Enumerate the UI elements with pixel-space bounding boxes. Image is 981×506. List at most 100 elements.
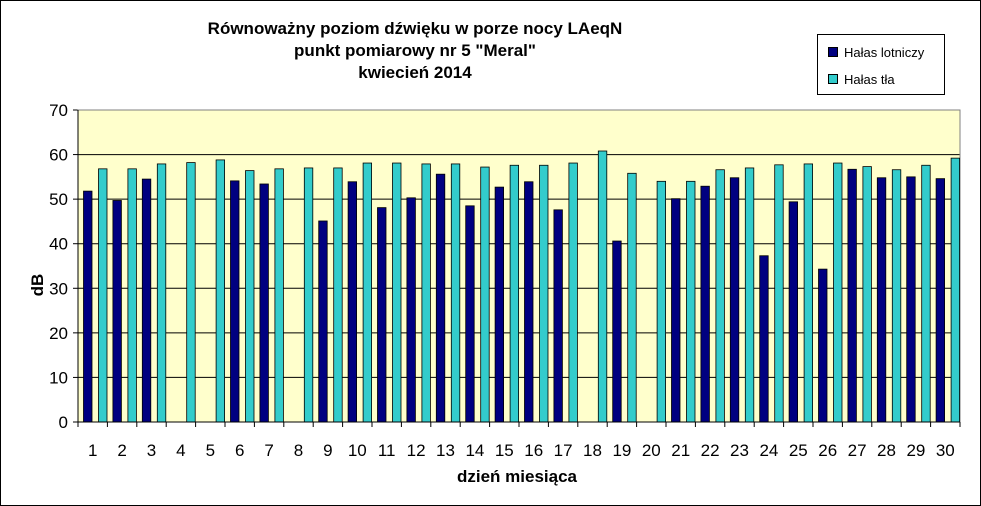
y-tick-label: 0 (59, 413, 68, 432)
x-tick-label: 29 (906, 441, 925, 460)
y-tick-label: 20 (49, 324, 68, 343)
bar-halas-lotniczy (494, 186, 505, 423)
bar-halas-tla (333, 167, 343, 423)
bar-halas-tla (862, 166, 872, 423)
bar-halas-lotniczy (83, 190, 93, 423)
x-tick-label: 17 (554, 441, 573, 460)
x-tick-label: 25 (789, 441, 808, 460)
bar-halas-tla (392, 162, 402, 423)
bar-halas-tla (627, 172, 637, 423)
x-tick-label: 8 (294, 441, 303, 460)
bar-halas-lotniczy (465, 205, 475, 423)
bar-halas-lotniczy (906, 176, 916, 423)
x-tick-label: 28 (877, 441, 896, 460)
bar-halas-tla (186, 162, 196, 423)
bar-halas-tla (686, 180, 696, 423)
bar-halas-lotniczy (318, 220, 328, 423)
x-tick-label: 18 (583, 441, 602, 460)
bar-halas-tla (509, 164, 520, 423)
bar-halas-lotniczy (230, 180, 240, 423)
bar-halas-tla (274, 168, 284, 423)
x-tick-label: 30 (936, 441, 955, 460)
chart-legend: Hałas lotniczy Hałas tła (817, 34, 945, 95)
bar-halas-lotniczy (406, 197, 416, 423)
y-tick-label: 50 (49, 190, 68, 209)
x-tick-label: 9 (323, 441, 332, 460)
bar-halas-tla (921, 164, 931, 423)
x-tick-label: 19 (612, 441, 631, 460)
y-tick-label: 70 (49, 101, 68, 120)
bar-halas-lotniczy (347, 181, 358, 423)
bar-halas-tla (450, 163, 461, 423)
x-tick-label: 3 (147, 441, 156, 460)
bar-halas-tla (245, 170, 255, 423)
bar-halas-lotniczy (729, 177, 740, 423)
chart-title: Równoważny poziom dźwięku w porze nocy L… (200, 18, 630, 84)
bar-halas-lotniczy (259, 183, 269, 423)
bar-halas-lotniczy (435, 173, 446, 423)
x-tick-label: 11 (378, 441, 396, 460)
bar-halas-lotniczy (112, 200, 122, 423)
bar-halas-tla (421, 163, 431, 423)
plot-area (78, 110, 960, 422)
legend-label-series-2: Hałas tła (844, 71, 895, 87)
x-tick-label: 2 (117, 441, 126, 460)
bar-halas-tla (362, 162, 373, 423)
x-tick-label: 5 (206, 441, 215, 460)
bar-halas-tla (715, 169, 725, 423)
x-tick-label: 16 (524, 441, 543, 460)
bar-halas-tla (156, 163, 167, 423)
x-tick-label: 13 (436, 441, 455, 460)
bar-halas-tla (597, 150, 608, 423)
bar-halas-tla (539, 164, 549, 423)
bar-halas-lotniczy (847, 168, 857, 423)
bar-halas-tla (127, 168, 137, 423)
x-tick-label: 20 (642, 441, 661, 460)
legend-entry-series-1: Hałas lotniczy (828, 44, 924, 60)
bar-halas-lotniczy (935, 178, 945, 423)
y-tick-label: 10 (49, 368, 68, 387)
x-tick-label: 22 (701, 441, 720, 460)
bar-halas-lotniczy (671, 198, 681, 423)
bar-halas-tla (950, 157, 960, 423)
x-tick-label: 12 (407, 441, 426, 460)
x-tick-label: 7 (264, 441, 273, 460)
y-tick-label: 40 (49, 235, 68, 254)
bar-halas-lotniczy (553, 209, 563, 423)
y-tick-label: 30 (49, 279, 68, 298)
chart-title-line-1: Równoważny poziom dźwięku w porze nocy L… (207, 19, 623, 38)
legend-swatch-series-1 (828, 47, 838, 57)
y-tick-label: 60 (49, 146, 68, 165)
legend-swatch-series-2 (828, 74, 838, 84)
chart-title-line-2: punkt pomiarowy nr 5 "Meral" (294, 41, 536, 60)
x-tick-label: 1 (88, 441, 97, 460)
bar-halas-tla (98, 168, 108, 423)
bar-halas-tla (803, 163, 813, 423)
bar-halas-lotniczy (612, 240, 622, 423)
bar-halas-tla (744, 167, 755, 423)
x-tick-label: 14 (465, 441, 484, 460)
bar-halas-tla (568, 162, 578, 423)
bar-halas-lotniczy (876, 177, 887, 423)
x-tick-label: 10 (348, 441, 367, 460)
y-axis-title: dB (28, 274, 47, 297)
x-tick-label: 23 (730, 441, 749, 460)
bar-halas-lotniczy (759, 255, 769, 423)
chart-title-line-3: kwiecień 2014 (358, 63, 472, 82)
bar-halas-lotniczy (377, 207, 387, 423)
bar-halas-tla (774, 164, 784, 423)
bar-halas-lotniczy (788, 201, 798, 423)
x-tick-label: 21 (671, 441, 690, 460)
bar-halas-tla (480, 166, 490, 423)
x-tick-label: 27 (848, 441, 867, 460)
bar-halas-tla (891, 169, 902, 423)
x-tick-label: 26 (818, 441, 837, 460)
bar-halas-lotniczy (141, 178, 152, 423)
bar-halas-lotniczy (524, 181, 534, 423)
bar-halas-lotniczy (818, 268, 828, 423)
x-tick-label: 15 (495, 441, 514, 460)
x-tick-label: 6 (235, 441, 244, 460)
bar-halas-lotniczy (700, 185, 710, 423)
bar-halas-tla (215, 159, 226, 423)
